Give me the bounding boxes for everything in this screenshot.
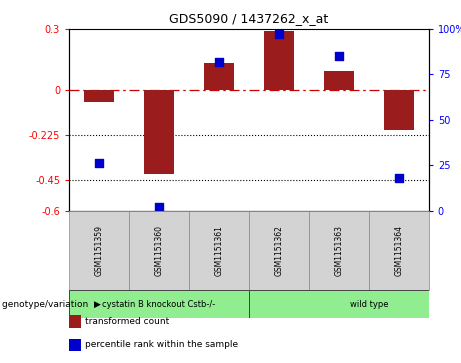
Bar bbox=[369, 211, 429, 290]
Bar bbox=[204, 63, 234, 90]
Bar bbox=[309, 211, 369, 290]
Text: GSM1151360: GSM1151360 bbox=[154, 225, 164, 276]
Bar bbox=[384, 90, 414, 130]
Text: wild type: wild type bbox=[349, 299, 388, 309]
Text: GSM1151359: GSM1151359 bbox=[95, 225, 104, 276]
Point bbox=[275, 32, 283, 37]
Text: cystatin B knockout Cstb-/-: cystatin B knockout Cstb-/- bbox=[102, 299, 216, 309]
Bar bbox=[84, 90, 114, 102]
Bar bbox=[69, 211, 129, 290]
Bar bbox=[324, 72, 354, 90]
Bar bbox=[249, 290, 429, 318]
Text: GSM1151363: GSM1151363 bbox=[334, 225, 343, 276]
Point bbox=[395, 175, 402, 181]
Bar bbox=[264, 31, 294, 90]
Bar bbox=[69, 290, 249, 318]
Text: GSM1151362: GSM1151362 bbox=[274, 225, 284, 276]
Bar bbox=[144, 90, 174, 174]
Title: GDS5090 / 1437262_x_at: GDS5090 / 1437262_x_at bbox=[169, 12, 329, 25]
Text: GSM1151364: GSM1151364 bbox=[394, 225, 403, 276]
Bar bbox=[249, 211, 309, 290]
Point bbox=[215, 59, 223, 65]
Text: genotype/variation  ▶: genotype/variation ▶ bbox=[2, 299, 101, 309]
Bar bbox=[129, 211, 189, 290]
Point bbox=[335, 53, 343, 59]
Text: percentile rank within the sample: percentile rank within the sample bbox=[85, 340, 238, 349]
Text: transformed count: transformed count bbox=[85, 317, 170, 326]
Bar bbox=[189, 211, 249, 290]
Text: GSM1151361: GSM1151361 bbox=[214, 225, 224, 276]
Point bbox=[155, 204, 163, 210]
Point bbox=[95, 160, 103, 166]
